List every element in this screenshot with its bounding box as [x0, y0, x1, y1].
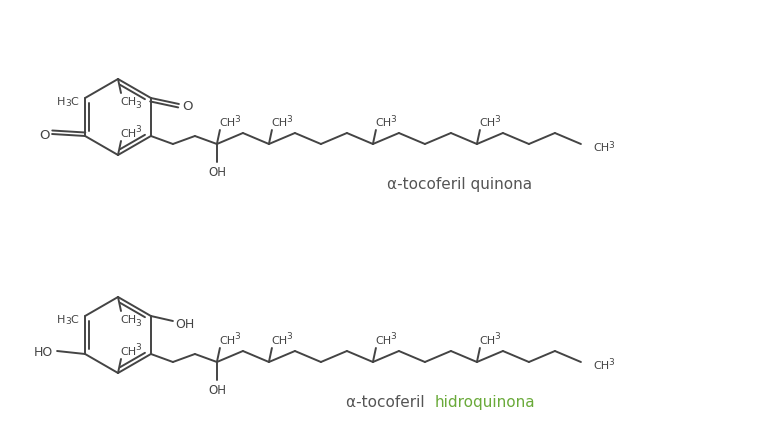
- Text: 3: 3: [286, 332, 292, 341]
- Text: 3: 3: [135, 125, 141, 134]
- Text: α-tocoferil quinona: α-tocoferil quinona: [387, 177, 533, 192]
- Text: 3: 3: [390, 114, 395, 123]
- Text: OH: OH: [208, 384, 226, 397]
- Text: CH: CH: [120, 97, 136, 107]
- Text: 3: 3: [66, 317, 71, 326]
- Text: 3: 3: [234, 114, 240, 123]
- Text: CH: CH: [271, 118, 287, 128]
- Text: 3: 3: [66, 99, 71, 108]
- Text: CH: CH: [593, 143, 609, 153]
- Text: 3: 3: [608, 140, 613, 149]
- Text: H: H: [56, 97, 65, 107]
- Text: CH: CH: [120, 314, 136, 324]
- Text: 3: 3: [608, 358, 613, 367]
- Text: OH: OH: [208, 166, 226, 179]
- Text: CH: CH: [375, 118, 391, 128]
- Text: CH: CH: [479, 335, 495, 345]
- Text: 3: 3: [494, 114, 500, 123]
- Text: 3: 3: [135, 343, 141, 352]
- Text: 3: 3: [234, 332, 240, 341]
- Text: 3: 3: [286, 114, 292, 123]
- Text: H: H: [56, 314, 65, 324]
- Text: CH: CH: [219, 118, 235, 128]
- Text: CH: CH: [479, 118, 495, 128]
- Text: CH: CH: [120, 129, 136, 139]
- Text: OH: OH: [175, 318, 194, 331]
- Text: CH: CH: [593, 360, 609, 370]
- Text: HO: HO: [34, 346, 53, 358]
- Text: 3: 3: [494, 332, 500, 341]
- Text: CH: CH: [375, 335, 391, 345]
- Text: 3: 3: [135, 101, 141, 110]
- Text: CH: CH: [271, 335, 287, 345]
- Text: CH: CH: [120, 346, 136, 356]
- Text: hidroquinona: hidroquinona: [435, 395, 536, 410]
- Text: α-tocoferil: α-tocoferil: [347, 395, 430, 410]
- Text: O: O: [183, 99, 193, 112]
- Text: CH: CH: [219, 335, 235, 345]
- Text: C: C: [70, 97, 78, 107]
- Text: 3: 3: [390, 332, 395, 341]
- Text: O: O: [39, 129, 50, 142]
- Text: C: C: [70, 314, 78, 324]
- Text: 3: 3: [135, 319, 141, 328]
